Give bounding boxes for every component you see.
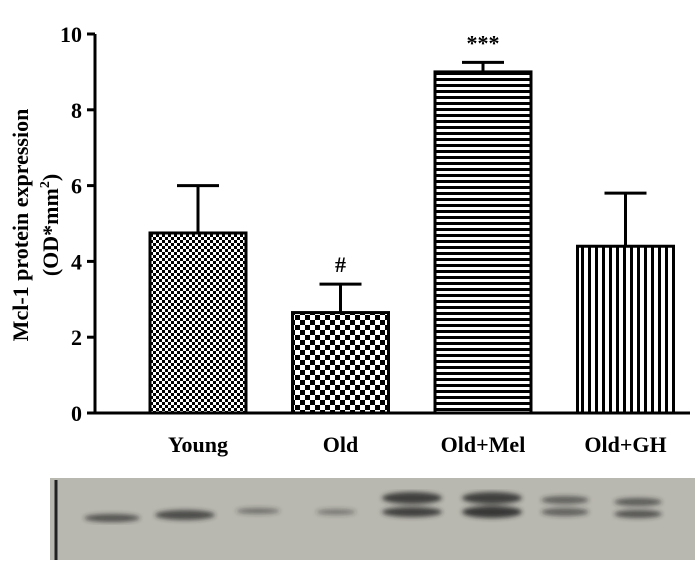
bar bbox=[433, 70, 533, 415]
x-tick-label: Young bbox=[168, 432, 228, 457]
y-tick-label: 6 bbox=[71, 174, 82, 199]
y-tick-label: 0 bbox=[71, 401, 82, 426]
y-tick-label: 10 bbox=[60, 22, 82, 47]
western-blot bbox=[50, 478, 695, 560]
x-tick-label: Old+Mel bbox=[441, 432, 526, 457]
x-tick-label: Old+GH bbox=[584, 432, 666, 457]
bar bbox=[148, 231, 248, 415]
unit-end: ) bbox=[38, 174, 63, 181]
bar bbox=[576, 244, 675, 415]
significance-label: # bbox=[335, 252, 346, 277]
y-tick-label: 2 bbox=[71, 325, 82, 350]
significance-label: *** bbox=[467, 30, 500, 55]
x-tick-label: Old bbox=[323, 432, 358, 457]
unit-sup: 2 bbox=[38, 181, 53, 188]
bar bbox=[291, 311, 390, 415]
y-axis-unit: (OD*mm2) bbox=[38, 174, 63, 276]
y-tick-label: 4 bbox=[71, 249, 82, 274]
y-axis-label: Mcl-1 protein expression bbox=[8, 109, 33, 342]
unit-text: (OD*mm bbox=[38, 188, 63, 276]
y-tick-label: 8 bbox=[71, 98, 82, 123]
